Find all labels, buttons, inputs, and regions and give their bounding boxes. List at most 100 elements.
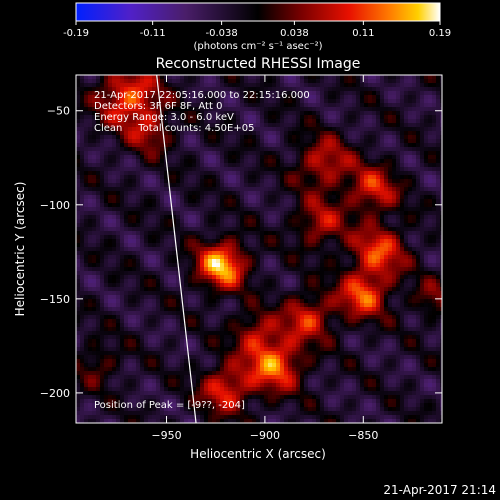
heatmap-cell (80, 83, 85, 88)
heatmap-cell (84, 259, 89, 264)
heatmap-cell (160, 167, 165, 172)
heatmap-cell (424, 239, 429, 244)
heatmap-cell (336, 255, 341, 260)
heatmap-cell (312, 179, 317, 184)
heatmap-cell (156, 191, 161, 196)
heatmap-cell (168, 203, 173, 208)
heatmap-cell (388, 251, 393, 256)
heatmap-cell (428, 283, 433, 288)
heatmap-cell (184, 183, 189, 188)
heatmap-cell (276, 135, 281, 140)
heatmap-cell (392, 83, 397, 88)
heatmap-cell (376, 119, 381, 124)
heatmap-cell (308, 91, 313, 96)
heatmap-cell (140, 111, 145, 116)
heatmap-cell (384, 239, 389, 244)
heatmap-cell (392, 75, 397, 80)
heatmap-cell (300, 287, 305, 292)
heatmap-cell (192, 167, 197, 172)
heatmap-cell (284, 167, 289, 172)
heatmap-cell (208, 75, 213, 80)
heatmap-cell (440, 187, 442, 192)
heatmap-cell (352, 267, 357, 272)
heatmap-cell (348, 207, 353, 212)
heatmap-cell (212, 171, 217, 176)
heatmap-cell (364, 215, 369, 220)
heatmap-cell (340, 75, 345, 80)
heatmap-cell (408, 251, 413, 256)
heatmap-cell (276, 119, 281, 124)
heatmap-cell (352, 135, 357, 140)
heatmap-cell (208, 151, 213, 156)
heatmap-cell (376, 139, 381, 144)
heatmap-cell (152, 83, 157, 88)
heatmap-cell (276, 87, 281, 92)
heatmap-cell (148, 231, 153, 236)
heatmap-cell (132, 247, 137, 252)
heatmap-cell (292, 279, 297, 284)
heatmap-cell (220, 83, 225, 88)
heatmap-cell (188, 75, 193, 80)
heatmap-cell (364, 227, 369, 232)
heatmap-cell (172, 251, 177, 256)
heatmap-cell (168, 175, 173, 180)
heatmap-cell (124, 187, 129, 192)
heatmap-cell (312, 167, 317, 172)
heatmap-cell (156, 231, 161, 236)
heatmap-cell (320, 287, 325, 292)
heatmap-cell (128, 155, 133, 160)
heatmap-cell (116, 239, 121, 244)
heatmap-cell (176, 191, 181, 196)
heatmap-cell (108, 235, 113, 240)
heatmap-cell (76, 287, 81, 292)
heatmap-cell (172, 119, 177, 124)
heatmap-cell (324, 79, 329, 84)
heatmap-cell (272, 103, 277, 108)
heatmap-cell (200, 195, 205, 200)
heatmap-cell (344, 215, 349, 220)
heatmap-cell (260, 283, 265, 288)
heatmap-cell (116, 115, 121, 120)
heatmap-cell (132, 195, 137, 200)
heatmap-cell (328, 159, 333, 164)
heatmap-cell (312, 235, 317, 240)
heatmap-cell (136, 195, 141, 200)
heatmap-cell (320, 79, 325, 84)
heatmap-cell (192, 151, 197, 156)
heatmap-cell (164, 195, 169, 200)
heatmap-cell (344, 279, 349, 284)
heatmap-cell (180, 215, 185, 220)
heatmap-cell (428, 151, 433, 156)
heatmap-cell (116, 183, 121, 188)
heatmap-cell (96, 219, 101, 224)
heatmap-cell (248, 211, 253, 216)
heatmap-cell (276, 187, 281, 192)
heatmap-cell (292, 175, 297, 180)
heatmap-cell (240, 267, 245, 272)
heatmap-cell (220, 251, 225, 256)
heatmap-cell (284, 95, 289, 100)
heatmap-cell (112, 195, 117, 200)
heatmap-cell (404, 251, 409, 256)
heatmap-cell (216, 159, 221, 164)
heatmap-cell (328, 231, 333, 236)
heatmap-cell (232, 163, 237, 168)
heatmap-cell (272, 155, 277, 160)
heatmap-cell (312, 115, 317, 120)
heatmap-cell (428, 199, 433, 204)
heatmap-cell (148, 239, 153, 244)
heatmap-cell (408, 159, 413, 164)
heatmap-cell (128, 111, 133, 116)
heatmap-cell (232, 159, 237, 164)
heatmap-cell (232, 235, 237, 240)
heatmap-cell (392, 279, 397, 284)
heatmap-cell (368, 119, 373, 124)
heatmap-cell (388, 287, 393, 292)
heatmap-cell (420, 179, 425, 184)
heatmap-cell (240, 119, 245, 124)
heatmap-cell (248, 87, 253, 92)
heatmap-cell (416, 127, 421, 132)
heatmap-cell (344, 263, 349, 268)
heatmap-cell (356, 211, 361, 216)
heatmap-cell (164, 187, 169, 192)
